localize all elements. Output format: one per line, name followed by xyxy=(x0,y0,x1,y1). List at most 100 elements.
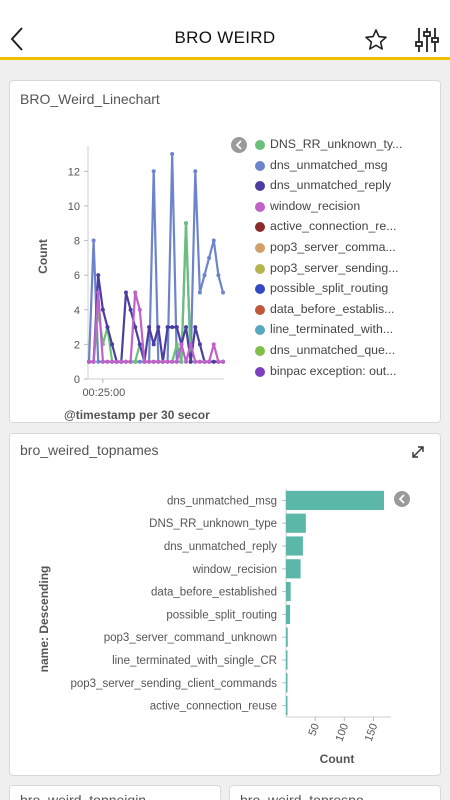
bar[interactable] xyxy=(286,696,288,716)
data-point[interactable] xyxy=(137,307,142,312)
legend-toggle-button[interactable] xyxy=(231,137,247,153)
data-point[interactable] xyxy=(110,342,115,347)
data-point[interactable] xyxy=(87,359,91,364)
sliders-icon[interactable] xyxy=(414,27,440,53)
legend-item[interactable]: dns_unmatched_reply xyxy=(255,176,423,197)
data-point[interactable] xyxy=(207,359,212,364)
data-point[interactable] xyxy=(156,325,161,330)
data-point[interactable] xyxy=(91,238,96,243)
legend-item[interactable]: window_recision xyxy=(255,197,423,218)
data-point[interactable] xyxy=(221,290,225,295)
data-point[interactable] xyxy=(197,359,202,364)
data-point[interactable] xyxy=(188,359,193,364)
legend-item[interactable]: pop3_server_sending... xyxy=(255,259,423,280)
data-point[interactable] xyxy=(202,359,207,364)
legend-toggle-button[interactable] xyxy=(394,491,410,507)
data-point[interactable] xyxy=(147,359,152,364)
star-icon[interactable] xyxy=(364,28,388,52)
y-tick-label: 4 xyxy=(74,305,80,317)
data-point[interactable] xyxy=(179,342,184,347)
data-point[interactable] xyxy=(211,359,216,364)
data-point[interactable] xyxy=(179,359,184,364)
bar[interactable] xyxy=(286,513,306,533)
data-point[interactable] xyxy=(142,359,147,364)
data-point[interactable] xyxy=(110,359,115,364)
data-point[interactable] xyxy=(91,359,96,364)
data-point[interactable] xyxy=(151,169,156,174)
data-point[interactable] xyxy=(207,255,212,260)
data-point[interactable] xyxy=(174,342,179,347)
legend-item[interactable]: line_terminated_with... xyxy=(255,320,423,341)
legend-item[interactable]: binpac exception: out... xyxy=(255,362,423,383)
data-point[interactable] xyxy=(96,359,101,364)
legend-item[interactable]: dns_unmatched_msg xyxy=(255,156,423,177)
data-point[interactable] xyxy=(197,290,202,295)
legend-item[interactable]: dns_unmatched_que... xyxy=(255,341,423,362)
bar[interactable] xyxy=(286,582,291,602)
bar[interactable] xyxy=(286,650,288,670)
data-point[interactable] xyxy=(193,359,198,364)
data-point[interactable] xyxy=(211,342,216,347)
bar[interactable] xyxy=(286,627,288,647)
data-point[interactable] xyxy=(123,359,128,364)
data-point[interactable] xyxy=(137,359,142,364)
legend-item[interactable]: data_before_establis... xyxy=(255,300,423,321)
chevron-left-icon[interactable] xyxy=(6,26,32,52)
data-point[interactable] xyxy=(216,359,221,364)
data-point[interactable] xyxy=(160,359,165,364)
data-point[interactable] xyxy=(202,273,207,278)
data-point[interactable] xyxy=(137,342,142,347)
bar[interactable] xyxy=(286,559,301,579)
bar[interactable] xyxy=(286,604,291,624)
data-point[interactable] xyxy=(221,359,225,364)
data-point[interactable] xyxy=(188,342,193,347)
topneigin-panel: bro_weird_topneigin xyxy=(9,785,221,800)
data-point[interactable] xyxy=(156,359,161,364)
bar[interactable] xyxy=(286,536,303,556)
data-point[interactable] xyxy=(165,359,170,364)
data-point[interactable] xyxy=(193,169,198,174)
data-point[interactable] xyxy=(100,307,105,312)
data-point[interactable] xyxy=(123,290,128,295)
data-point[interactable] xyxy=(216,273,221,278)
data-point[interactable] xyxy=(174,359,179,364)
data-point[interactable] xyxy=(96,290,101,295)
legend-item[interactable]: active_connection_re... xyxy=(255,217,423,238)
data-point[interactable] xyxy=(119,359,124,364)
data-point[interactable] xyxy=(128,307,133,312)
legend-item[interactable]: possible_split_routing xyxy=(255,279,423,300)
data-point[interactable] xyxy=(96,273,101,278)
data-point[interactable] xyxy=(151,359,156,364)
legend-item[interactable]: pop3_server_comma... xyxy=(255,238,423,259)
linechart-panel: BRO_Weird_Linechart 0 2 4 6 8 10 12 00:25:00 Cou… xyxy=(9,80,441,423)
data-point[interactable] xyxy=(170,152,175,156)
legend-label: window_recision xyxy=(270,198,361,213)
bar[interactable] xyxy=(286,673,288,693)
expand-icon[interactable] xyxy=(411,445,425,459)
data-point[interactable] xyxy=(114,359,119,364)
data-point[interactable] xyxy=(197,342,202,347)
data-point[interactable] xyxy=(184,221,189,226)
series-line-dns-unmatched-reply[interactable] xyxy=(89,274,223,363)
data-point[interactable] xyxy=(133,359,138,364)
bar[interactable] xyxy=(286,490,384,510)
data-point[interactable] xyxy=(105,325,110,330)
data-point[interactable] xyxy=(193,325,198,330)
data-point[interactable] xyxy=(151,342,156,347)
data-point[interactable] xyxy=(147,325,152,330)
data-point[interactable] xyxy=(174,325,179,330)
data-point[interactable] xyxy=(105,359,110,364)
data-point[interactable] xyxy=(170,325,175,330)
x-tick-label: 50 xyxy=(307,722,322,738)
data-point[interactable] xyxy=(211,238,216,243)
data-point[interactable] xyxy=(165,325,170,330)
data-point[interactable] xyxy=(128,359,133,364)
x-axis-label: @timestamp per 30 secor xyxy=(64,408,210,421)
legend-item[interactable]: DNS_RR_unknown_ty... xyxy=(255,135,423,156)
data-point[interactable] xyxy=(133,290,138,295)
data-point[interactable] xyxy=(184,359,189,364)
data-point[interactable] xyxy=(170,359,175,364)
data-point[interactable] xyxy=(184,325,189,330)
data-point[interactable] xyxy=(100,359,105,364)
data-point[interactable] xyxy=(133,325,138,330)
